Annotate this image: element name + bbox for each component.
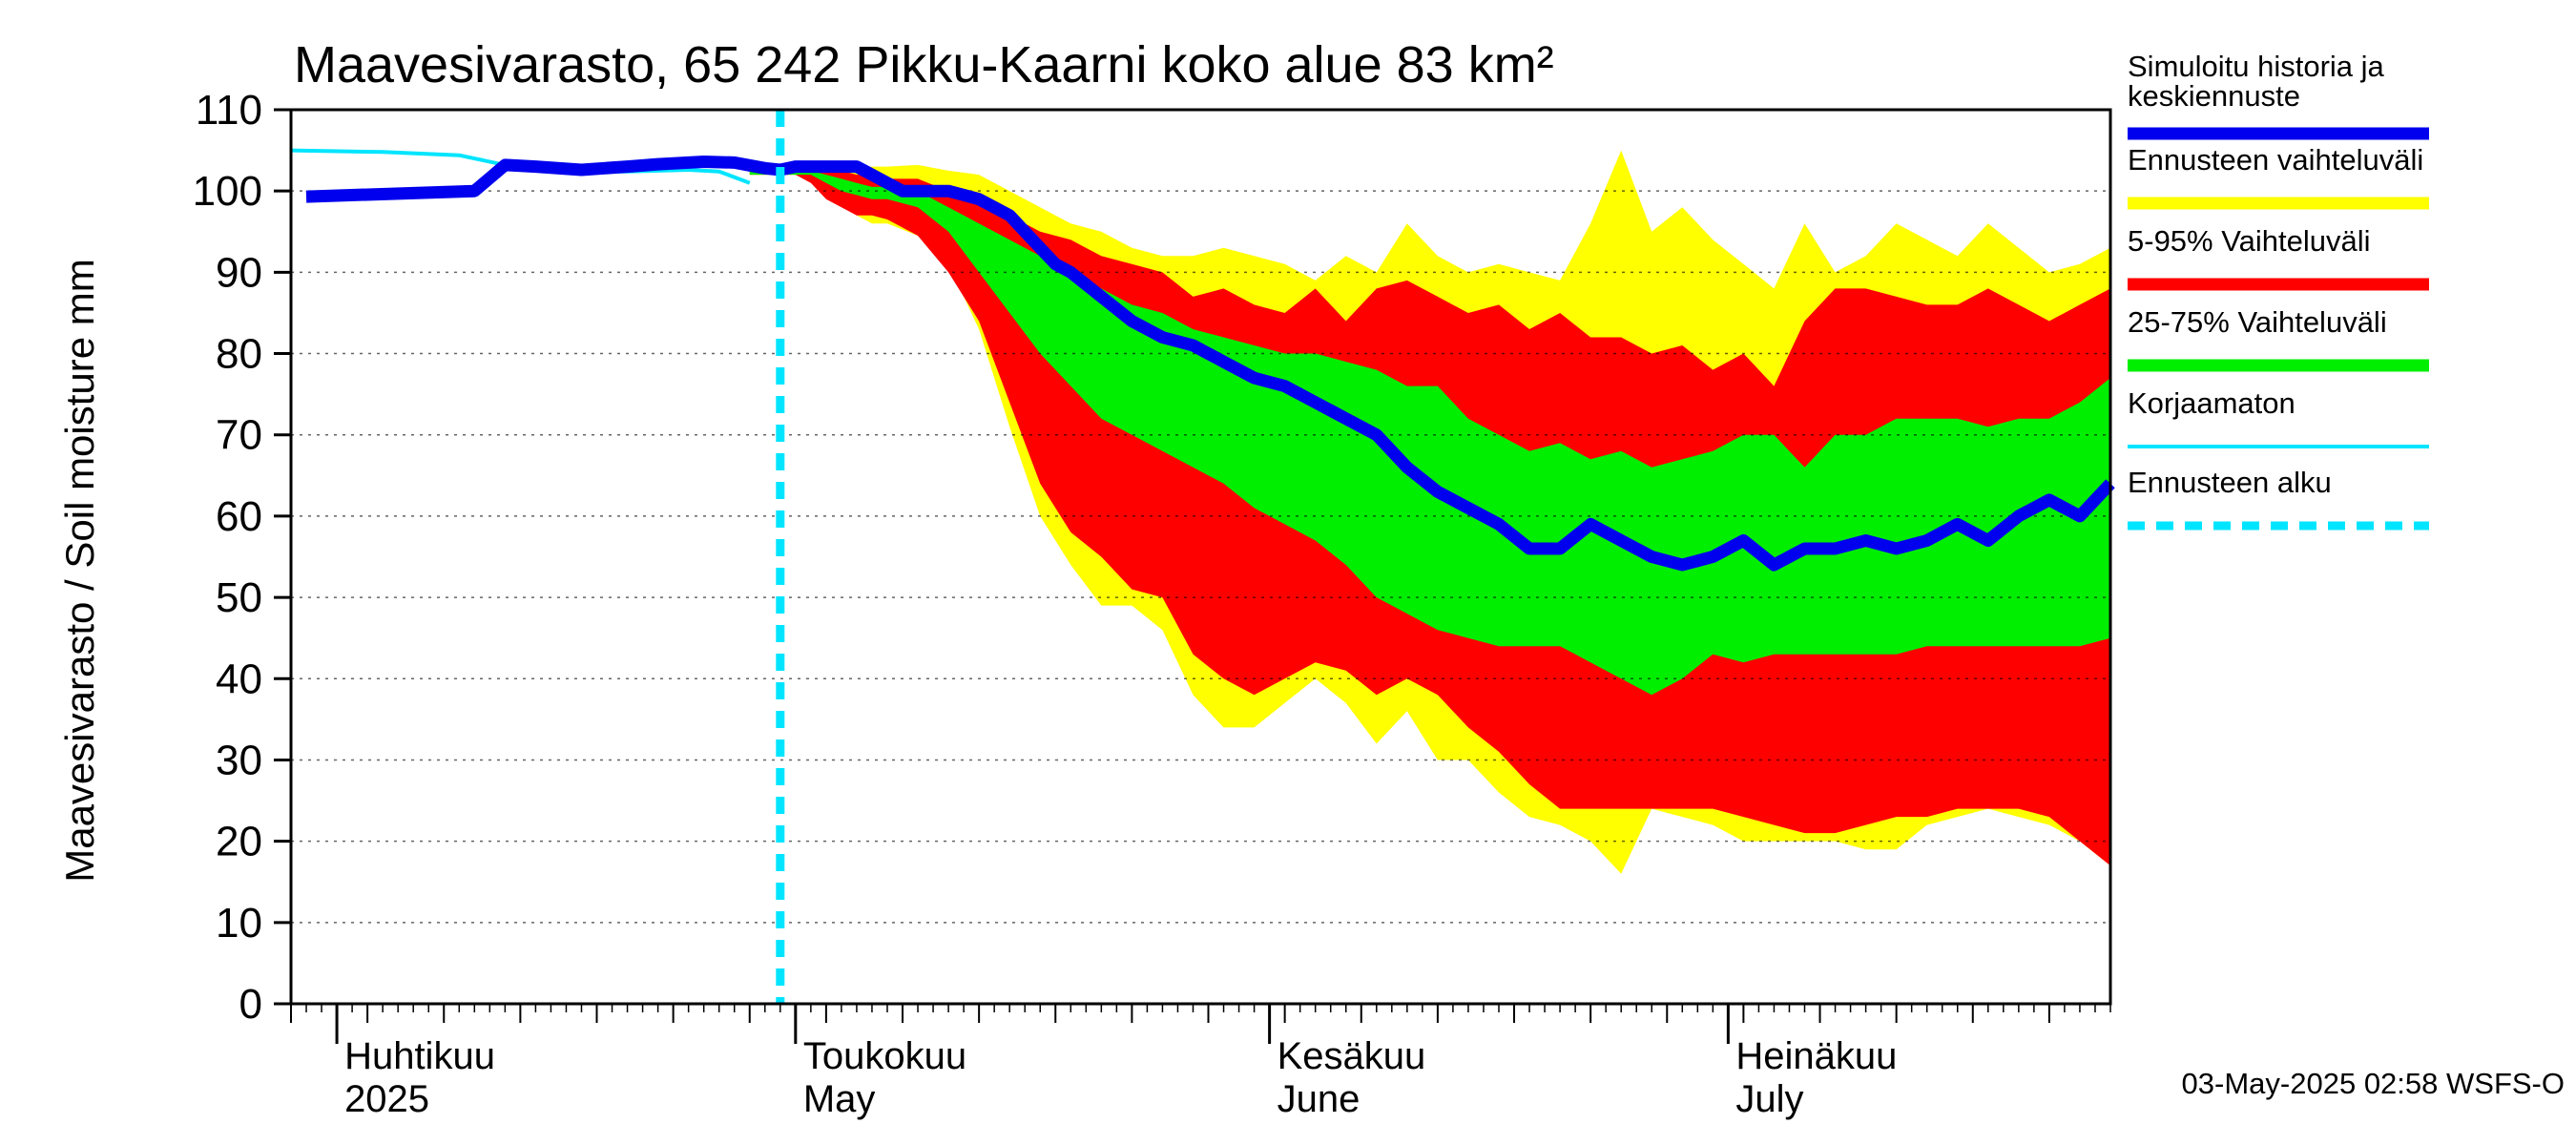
legend-label-line: Ennusteen vaihteluväli xyxy=(2128,143,2423,177)
series-line-simulated-mean xyxy=(305,156,2115,572)
x-month-label: Heinäkuu xyxy=(1735,1035,1897,1077)
x-month-sublabel: 2025 xyxy=(344,1078,429,1120)
y-tick-label: 90 xyxy=(216,249,262,296)
legend-label-line: Simuloitu historia ja xyxy=(2128,50,2385,83)
legend-label: Ennusteen vaihteluväli xyxy=(2128,143,2423,177)
legend-label: Simuloitu historia ja keskiennuste xyxy=(2128,50,2385,113)
y-tick-label: 60 xyxy=(216,493,262,540)
plot-frame xyxy=(289,108,2112,1006)
y-tick-label: 0 xyxy=(239,981,262,1028)
timestamp-footer: 03-May-2025 02:58 WSFS-O xyxy=(2182,1067,2565,1100)
y-tick-label: 80 xyxy=(216,331,262,378)
chart-title: Maavesivarasto, 65 242 Pikku-Kaarni koko… xyxy=(294,36,1554,94)
legend-label: Ennusteen alku xyxy=(2128,466,2332,499)
plot-area xyxy=(290,110,2115,1004)
legend-label: 5-95% Vaihteluväli xyxy=(2128,224,2370,258)
x-month-label: Kesäkuu xyxy=(1278,1035,1426,1077)
y-tick-label: 100 xyxy=(193,168,262,215)
legend-label-line: 5-95% Vaihteluväli xyxy=(2128,224,2370,258)
y-tick-label: 110 xyxy=(196,87,262,134)
x-month-sublabel: July xyxy=(1735,1078,1803,1120)
y-tick-label: 20 xyxy=(216,819,262,865)
y-axis-label: Maavesivarasto / Soil moisture mm xyxy=(57,259,102,883)
legend-label-line: Korjaamaton xyxy=(2128,386,2296,420)
legend-label: Korjaamaton xyxy=(2128,386,2296,420)
x-month-label: Toukokuu xyxy=(803,1035,966,1077)
y-tick-label: 30 xyxy=(216,737,262,783)
y-tick-label: 70 xyxy=(216,412,262,459)
y-tick-label: 40 xyxy=(216,656,262,702)
y-tick-label: 50 xyxy=(216,574,262,621)
x-month-sublabel: June xyxy=(1278,1078,1361,1120)
legend: Simuloitu historia ja keskiennuste Ennuste… xyxy=(2128,50,2429,531)
x-month-sublabel: May xyxy=(803,1078,876,1120)
legend-label: 25-75% Vaihteluväli xyxy=(2128,305,2387,339)
x-month-label: Huhtikuu xyxy=(344,1035,495,1077)
y-tick-label: 10 xyxy=(216,900,262,947)
legend-label-line: 25-75% Vaihteluväli xyxy=(2128,305,2387,339)
legend-label-line: keskiennuste xyxy=(2128,79,2300,113)
legend-label-line: Ennusteen alku xyxy=(2128,466,2332,499)
